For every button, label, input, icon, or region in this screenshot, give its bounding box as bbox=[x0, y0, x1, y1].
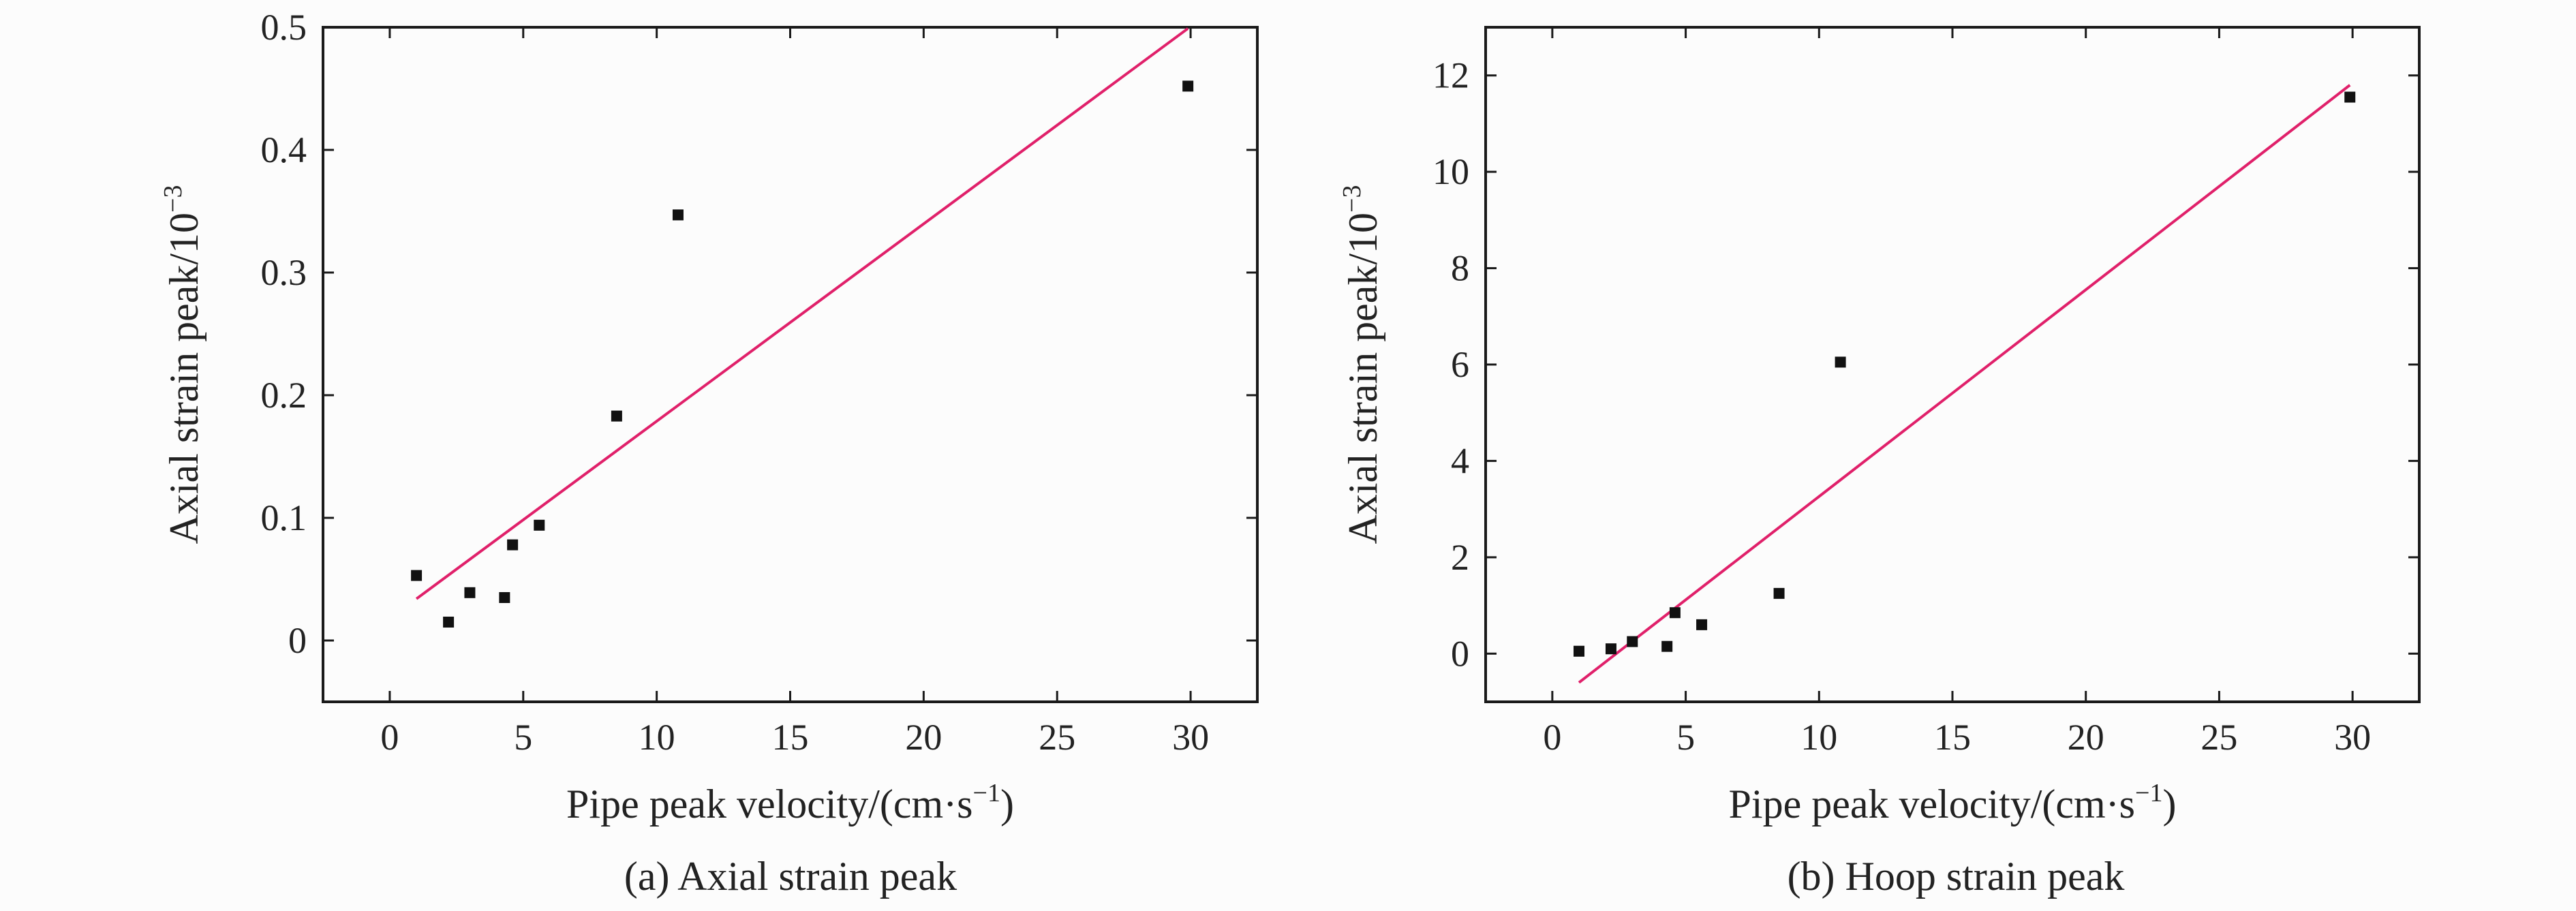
chart-caption: (b) Hoop strain peak bbox=[1788, 854, 2125, 899]
data-point bbox=[507, 539, 519, 551]
x-tick-label: 30 bbox=[2334, 717, 2371, 758]
x-tick-label: 20 bbox=[2068, 717, 2104, 758]
x-tick-label: 20 bbox=[905, 717, 942, 758]
x-tick-label: 25 bbox=[1039, 717, 1075, 758]
data-point bbox=[1835, 356, 1846, 368]
y-tick-label: 0.3 bbox=[261, 252, 307, 293]
data-point bbox=[443, 617, 455, 628]
x-tick-label: 10 bbox=[639, 717, 675, 758]
data-point bbox=[1574, 645, 1584, 657]
plot-frame bbox=[322, 26, 1259, 703]
y-axis-label: Axial strain peak/10−3 bbox=[159, 185, 206, 544]
x-tick-label: 0 bbox=[380, 717, 399, 758]
data-point bbox=[1661, 640, 1673, 652]
data-point bbox=[1182, 80, 1194, 92]
y-tick-label: 12 bbox=[1432, 55, 1469, 96]
data-point bbox=[1696, 619, 1708, 630]
y-tick-label: 8 bbox=[1451, 248, 1469, 289]
fit-line bbox=[1578, 84, 2351, 684]
y-tick-label: 0.1 bbox=[261, 497, 307, 538]
x-axis-label: Pipe peak velocity/(cm·s−1) bbox=[566, 779, 1014, 827]
data-point bbox=[499, 592, 510, 603]
chart-panel-1: 0 5 10 15 20 25 30 0 0.1 0.2 0.3 0.4 0.5 Pipe peak ve… bbox=[159, 7, 1259, 899]
x-tick-label: 15 bbox=[1934, 717, 1971, 758]
data-point bbox=[411, 570, 423, 581]
data-point bbox=[1627, 636, 1638, 647]
y-tick-label: 0.5 bbox=[261, 7, 307, 48]
chart-caption: (a) Axial strain peak bbox=[624, 854, 957, 899]
data-point bbox=[1605, 643, 1616, 655]
x-tick-label: 5 bbox=[514, 717, 532, 758]
data-point bbox=[672, 209, 684, 221]
y-axis-label: Axial strain peak/10−3 bbox=[1338, 185, 1385, 544]
data-point bbox=[1669, 607, 1681, 619]
data-point bbox=[464, 587, 476, 598]
x-tick-label: 0 bbox=[1543, 717, 1561, 758]
x-axis-label: Pipe peak velocity/(cm·s−1) bbox=[1729, 779, 2177, 827]
x-tick-label: 10 bbox=[1800, 717, 1837, 758]
x-tick-label: 5 bbox=[1676, 717, 1695, 758]
data-point bbox=[1773, 587, 1785, 599]
y-tick-label: 0.2 bbox=[261, 375, 307, 416]
x-tick-label: 15 bbox=[772, 717, 809, 758]
x-tick-label: 30 bbox=[1172, 717, 1209, 758]
chart-panel-2: 0 5 10 15 20 25 30 0 2 4 6 8 10 12 Pipe peak velocity/… bbox=[1338, 26, 2421, 899]
fit-line bbox=[415, 27, 1189, 600]
plot-frame bbox=[1484, 26, 2421, 703]
y-tick-label: 0 bbox=[1451, 633, 1469, 674]
data-point bbox=[611, 410, 622, 422]
x-tick-label: 25 bbox=[2201, 717, 2237, 758]
data-point bbox=[2344, 91, 2356, 103]
data-point bbox=[534, 519, 545, 531]
y-tick-label: 0.4 bbox=[261, 129, 307, 170]
y-tick-label: 10 bbox=[1432, 151, 1469, 192]
y-tick-label: 6 bbox=[1451, 344, 1469, 385]
y-tick-label: 4 bbox=[1451, 440, 1469, 481]
y-tick-label: 0 bbox=[288, 620, 307, 661]
y-tick-label: 2 bbox=[1451, 537, 1469, 578]
